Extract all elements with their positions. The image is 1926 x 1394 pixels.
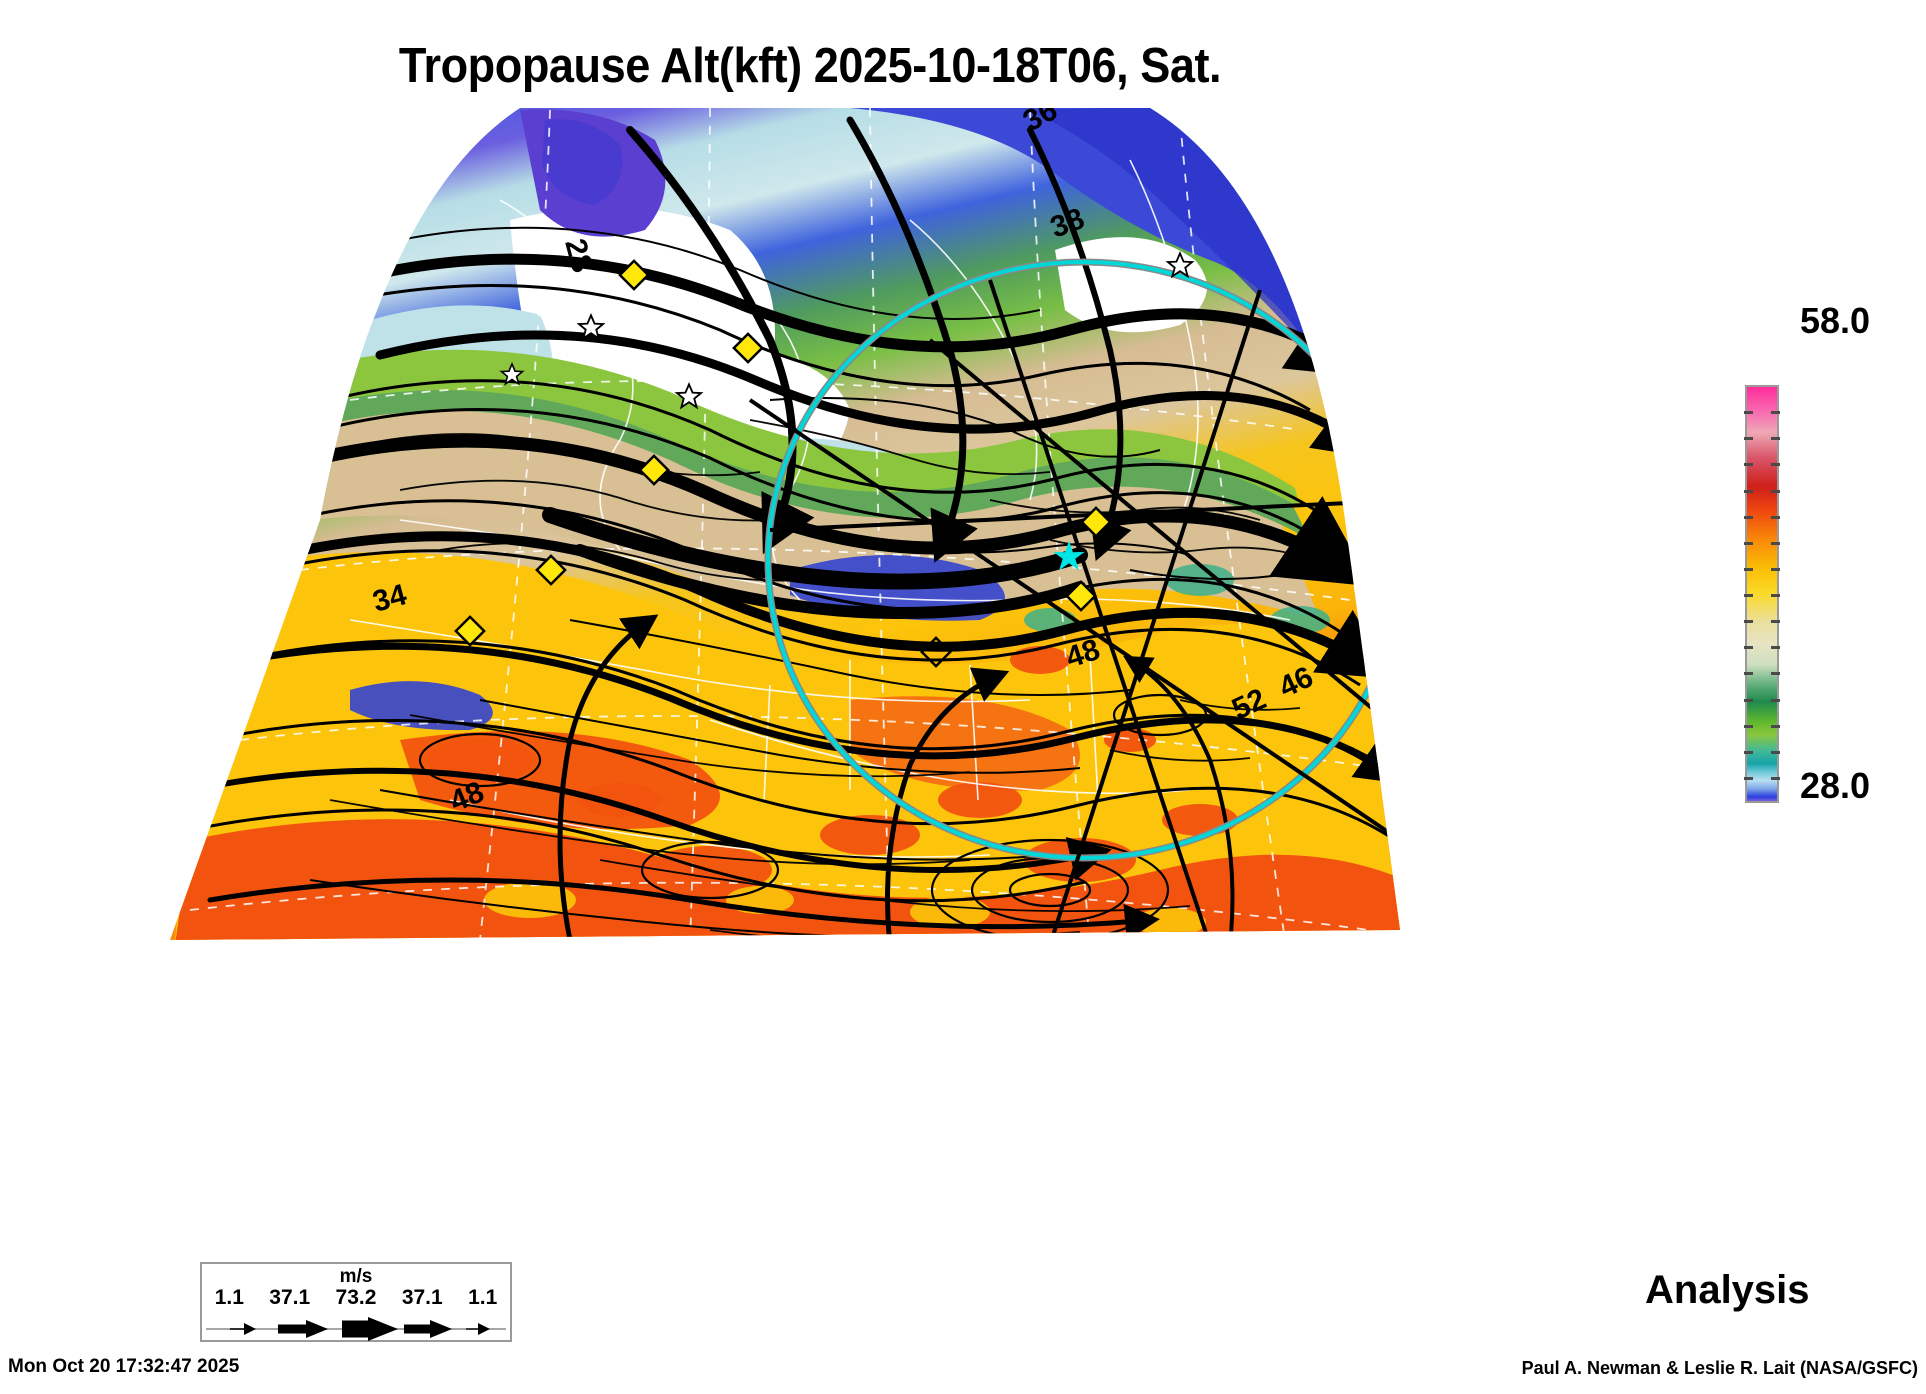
wind-arrow-scale: [206, 1317, 506, 1341]
generation-timestamp: Mon Oct 20 17:32:47 2025: [8, 1356, 240, 1377]
flight-tracks: [748, 279, 1400, 940]
colorbar-tick: [1744, 750, 1753, 754]
colorbar-tick: [1771, 515, 1780, 519]
waypoint-diamond: [454, 259, 1112, 668]
wind-value-labels: 1.1 37.1 73.2 37.1 1.1: [202, 1286, 510, 1310]
colorbar-max-label: 58.0: [1800, 300, 1871, 341]
colorbar-tick: [1744, 411, 1753, 415]
colorbar-tick: [1744, 698, 1753, 702]
colorbar-tick: [1771, 724, 1780, 728]
page-title: Tropopause Alt(kft) 2025-10-18T06, Sat.: [398, 39, 1222, 93]
colorbar-tick: [1744, 463, 1753, 467]
aircraft-position-star[interactable]: [1053, 540, 1085, 571]
wind-value: 37.1: [401, 1286, 443, 1309]
colorbar-tick: [1771, 437, 1780, 441]
colorbar-tick: [1771, 776, 1780, 780]
wind-value: 1.1: [214, 1286, 244, 1309]
colorbar-tick: [1744, 515, 1753, 519]
colorbar-tick: [1744, 776, 1753, 780]
colorbar-tick: [1744, 437, 1753, 441]
station-star: [499, 251, 1195, 410]
colorbar-tick: [1771, 594, 1780, 597]
colorbar[interactable]: [1744, 385, 1780, 803]
colorbar-tick: [1771, 567, 1780, 571]
colorbar-tick: [1744, 541, 1753, 545]
colorbar-tick: [1744, 594, 1753, 597]
colorbar-tick: [1744, 672, 1753, 676]
colorbar-tick: [1744, 620, 1753, 624]
author-credit: Paul A. Newman & Leslie R. Lait (NASA/GS…: [1521, 1358, 1918, 1378]
colorbar-tick: [1771, 698, 1780, 702]
colorbar-tick: [1744, 567, 1753, 571]
analysis-label: Analysis: [1645, 1268, 1810, 1312]
colorbar-tick: [1771, 646, 1780, 650]
colorbar-tick: [1744, 489, 1753, 493]
tropopause-map[interactable]: 36 38 28 48 48 46 52 34: [150, 100, 1410, 960]
colorbar-tick: [1771, 541, 1780, 545]
colorbar-tick: [1771, 411, 1780, 415]
map-markers[interactable]: [454, 251, 1195, 668]
colorbar-tick: [1771, 620, 1780, 624]
wind-value: 73.2: [335, 1286, 377, 1309]
wind-units-label: m/s: [339, 1266, 373, 1287]
colorbar-tick: [1744, 724, 1753, 728]
map-field-layer: 36 38 28 48 48 46 52 34: [170, 108, 1400, 940]
colorbar-tick: [1771, 750, 1780, 754]
wind-speed-legend: m/s 1.1 37.1 73.2 37.1 1.1: [200, 1262, 512, 1342]
colorbar-tick: [1771, 672, 1780, 676]
map-panel[interactable]: 36 38 28 48 48 46 52 34: [150, 100, 1410, 960]
wind-value: 37.1: [269, 1286, 311, 1309]
wind-value: 1.1: [468, 1286, 498, 1309]
colorbar-min-label: 28.0: [1800, 765, 1871, 806]
colorbar-tick: [1771, 489, 1780, 493]
wind-streamlines: [187, 116, 1400, 940]
colorbar-tick: [1771, 463, 1780, 467]
colorbar-tick: [1744, 646, 1753, 650]
range-ring: [764, 258, 1400, 862]
